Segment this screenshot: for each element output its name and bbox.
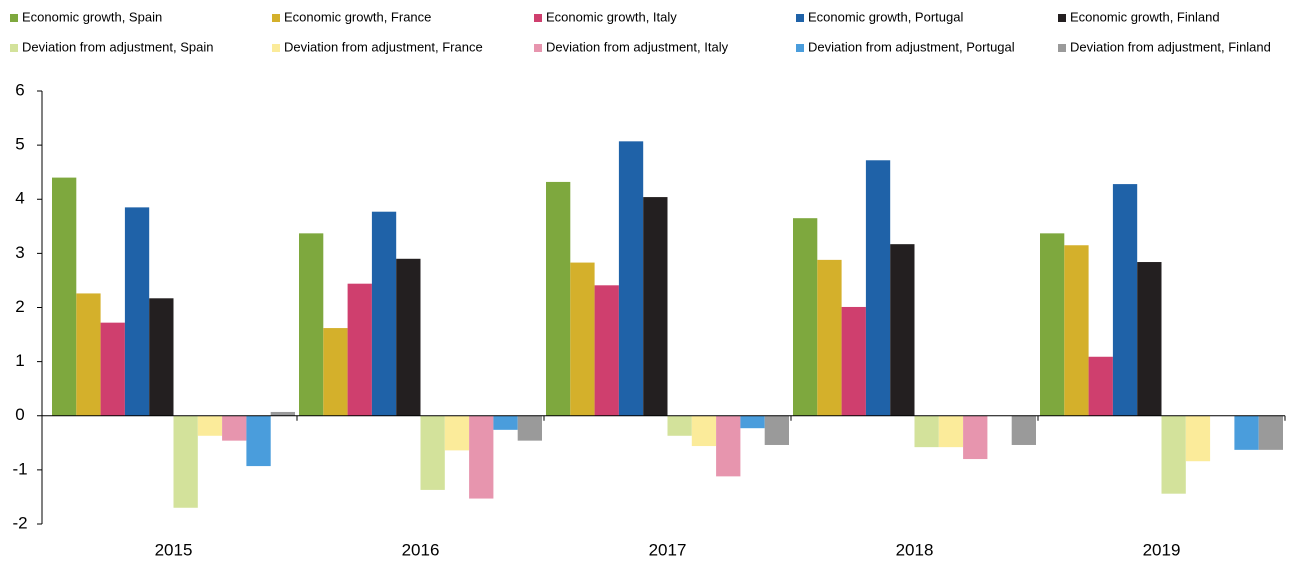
legend-swatch	[272, 14, 280, 22]
bar	[173, 415, 198, 508]
legend-swatch	[10, 44, 18, 52]
y-tick-label: 4	[15, 189, 24, 208]
bar	[347, 283, 372, 416]
bar	[1011, 415, 1036, 445]
bar	[691, 415, 717, 447]
bar	[643, 197, 668, 416]
legend-label: Economic growth, Italy	[546, 9, 677, 24]
bar	[76, 293, 101, 416]
bar	[594, 285, 619, 416]
y-tick-label: -1	[12, 459, 27, 478]
bar	[914, 415, 939, 448]
legend-label: Deviation from adjustment, Spain	[22, 39, 213, 54]
x-tick-label: 2016	[402, 540, 440, 559]
legend-swatch	[534, 14, 542, 22]
bar	[1234, 415, 1259, 450]
x-tick-label: 2017	[649, 540, 687, 559]
legend-swatch	[1058, 44, 1066, 52]
bar	[1137, 262, 1162, 416]
bar	[1112, 184, 1138, 416]
x-tick-label: 2018	[896, 540, 934, 559]
legend-swatch	[272, 44, 280, 52]
legend-swatch	[1058, 14, 1066, 22]
y-tick-label: 2	[15, 297, 24, 316]
bar	[299, 233, 324, 416]
legend-label: Deviation from adjustment, Finland	[1070, 39, 1271, 54]
y-tick-label: 1	[15, 351, 24, 370]
bar	[618, 141, 644, 416]
bar	[570, 262, 595, 416]
bar	[963, 415, 988, 460]
bar	[667, 415, 692, 436]
y-tick-label: 5	[15, 135, 24, 154]
bar	[444, 415, 470, 451]
y-tick-label: -2	[12, 513, 27, 532]
bar	[1161, 415, 1186, 494]
bar	[420, 415, 445, 490]
bar	[740, 415, 765, 429]
bar	[1258, 415, 1283, 450]
bar	[197, 415, 223, 436]
legend-label: Deviation from adjustment, France	[284, 39, 483, 54]
bar	[323, 328, 348, 416]
bar	[817, 259, 842, 416]
x-tick-label: 2015	[155, 540, 193, 559]
bar	[1040, 233, 1065, 416]
y-tick-label: 0	[15, 405, 24, 424]
bar	[1185, 415, 1211, 462]
legend-swatch	[534, 44, 542, 52]
bar	[716, 415, 741, 477]
legend-label: Deviation from adjustment, Portugal	[808, 39, 1015, 54]
bar	[124, 207, 150, 416]
bar	[841, 306, 866, 416]
legend-label: Economic growth, Finland	[1070, 9, 1220, 24]
legend-swatch	[10, 14, 18, 22]
legend-label: Deviation from adjustment, Italy	[546, 39, 729, 54]
bar	[222, 415, 247, 441]
bar	[890, 244, 915, 416]
bar	[371, 211, 397, 416]
y-tick-label: 3	[15, 243, 24, 262]
bar	[865, 160, 891, 416]
bar	[493, 415, 518, 430]
bar	[246, 415, 271, 467]
bar	[52, 177, 77, 416]
bar	[517, 415, 542, 441]
legend-label: Economic growth, Portugal	[808, 9, 963, 24]
bar	[270, 411, 295, 416]
legend-label: Economic growth, Spain	[22, 9, 162, 24]
bar	[1088, 356, 1113, 416]
bar	[793, 218, 818, 416]
bar	[469, 415, 494, 499]
bar	[100, 322, 125, 416]
legend-label: Economic growth, France	[284, 9, 431, 24]
bar	[546, 181, 571, 416]
bar	[149, 298, 174, 416]
bar	[1064, 245, 1089, 416]
y-tick-label: 6	[15, 80, 24, 99]
x-tick-label: 2019	[1143, 540, 1181, 559]
legend-swatch	[796, 14, 804, 22]
bar	[396, 258, 421, 416]
bar	[938, 415, 964, 448]
bar	[764, 415, 789, 445]
legend-swatch	[796, 44, 804, 52]
